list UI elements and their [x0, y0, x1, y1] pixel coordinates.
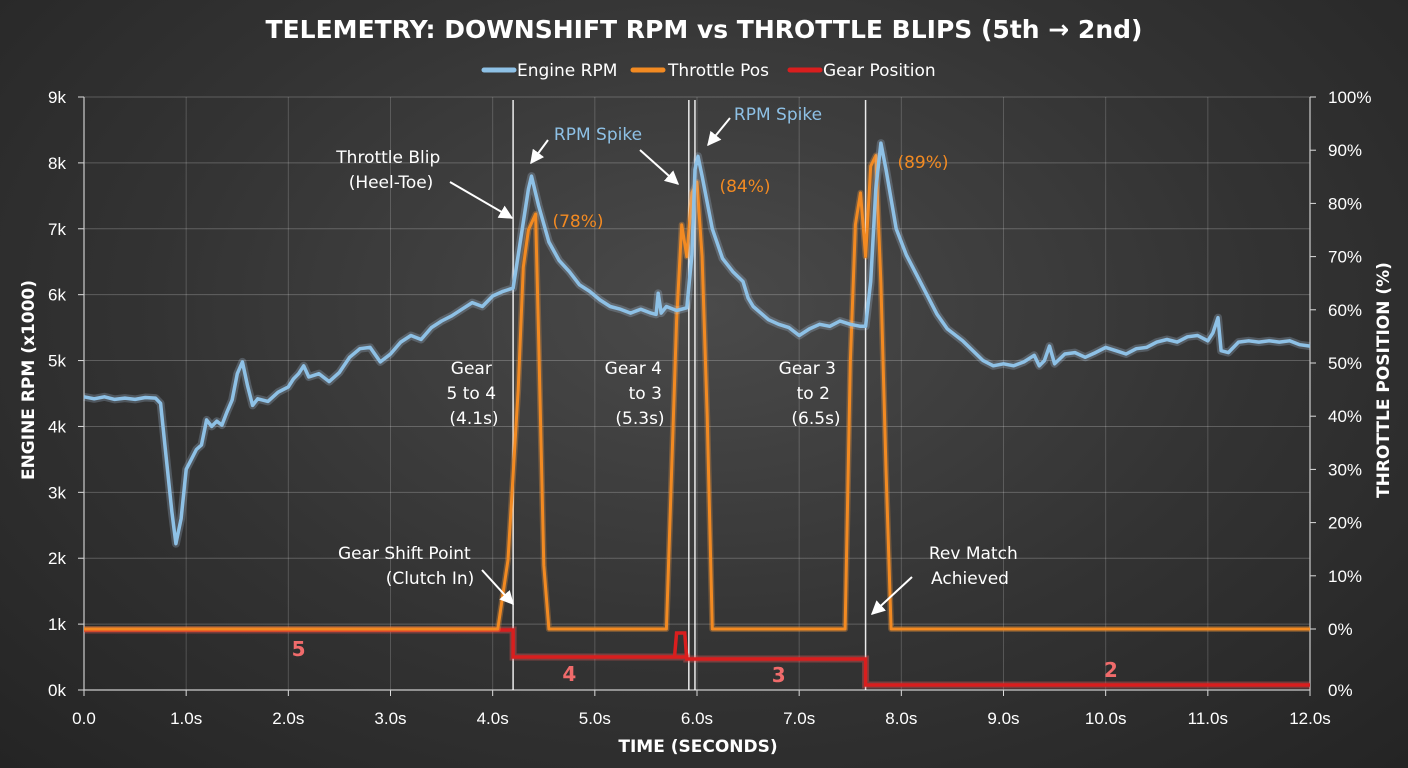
y-left-tick-labels: 0k 1k 2k 3k 4k 5k 6k 7k 8k 9k	[48, 88, 66, 700]
annotation-arrows	[449, 117, 913, 615]
y-right-tick-label: 60%	[1328, 301, 1362, 320]
x-tick-label: 5.0s	[579, 709, 611, 728]
y-right-tick-label: 10%	[1328, 567, 1362, 586]
chart-title: TELEMETRY: DOWNSHIFT RPM vs THROTTLE BLI…	[266, 15, 1143, 44]
annotation-rpm-spike-2: RPM Spike	[734, 105, 822, 125]
y-left-tick-label: 4k	[48, 417, 66, 436]
gear-line-hump	[672, 631, 689, 660]
x-tick-label: 3.0s	[374, 709, 406, 728]
annotation-gear-4-3: Gear 4 to 3 (5.3s)	[605, 359, 668, 429]
annotation-blip-78: (78%)	[552, 212, 603, 232]
annotations: Throttle Blip (Heel-Toe) RPM Spike RPM S…	[335, 105, 1023, 589]
y-right-tick-label: 100%	[1328, 88, 1371, 107]
x-tick-label: 11.0s	[1188, 709, 1228, 728]
arrow-throttle-blip	[449, 181, 514, 219]
annotation-gear-3-2: Gear 3 to 2 (6.5s)	[779, 359, 842, 429]
legend-label-gear: Gear Position	[823, 61, 936, 81]
x-tick-label: 8.0s	[885, 709, 917, 728]
annotation-gear-5-4: Gear 5 to 4 (4.1s)	[447, 359, 502, 429]
legend-label-throttle: Throttle Pos	[667, 61, 769, 81]
y-left-tick-label: 2k	[48, 549, 66, 568]
y-left-tick-label: 1k	[48, 615, 66, 634]
axes	[78, 96, 1316, 696]
y-left-tick-label: 8k	[48, 154, 66, 173]
gear-label-2: 2	[1104, 658, 1118, 682]
y-right-tick-label: 20%	[1328, 514, 1362, 533]
x-tick-label: 9.0s	[987, 709, 1019, 728]
x-tick-labels: 0.0 1.0s 2.0s 3.0s 4.0s 5.0s 6.0s 7.0s 8.0s 9.0s 1…	[72, 709, 1331, 728]
y-left-tick-label: 7k	[48, 220, 66, 239]
x-tick-label: 7.0s	[783, 709, 815, 728]
arrow-rev-match	[870, 576, 913, 615]
y-left-tick-label: 6k	[48, 286, 66, 305]
y-right-tick-label: 0%	[1328, 620, 1353, 639]
rpm-series	[83, 139, 1311, 548]
y-right-axis-title: THROTTLE POSITION (%)	[1374, 262, 1394, 498]
y-right-tick-label: 80%	[1328, 194, 1362, 213]
y-right-tick-labels: 0% 10% 20% 30% 40% 50% 60% 70% 80% 90% 100% 0%	[1328, 88, 1371, 700]
grid	[84, 96, 1310, 690]
y-right-tick-label: 30%	[1328, 460, 1362, 479]
y-left-tick-label: 3k	[48, 483, 66, 502]
x-tick-label: 0.0	[72, 709, 96, 728]
gear-position-series: 5 4 3 2	[84, 626, 1310, 689]
x-tick-label: 1.0s	[170, 709, 202, 728]
y-left-axis-title: ENGINE RPM (x1000)	[19, 280, 39, 480]
x-tick-label: 4.0s	[477, 709, 509, 728]
arrow-rpm-spike-1	[530, 139, 549, 165]
y-right-tick-label: 90%	[1328, 141, 1362, 160]
y-right-tick-label: 40%	[1328, 407, 1362, 426]
arrow-rpm-spike-2	[707, 117, 731, 147]
legend: Engine RPM Throttle Pos Gear Position	[481, 61, 936, 81]
y-right-tick-label: 70%	[1328, 248, 1362, 267]
y-left-tick-label: 9k	[48, 88, 66, 107]
gear-label-5: 5	[292, 637, 306, 661]
y-right-tick-label-base: 0%	[1328, 681, 1353, 700]
x-axis-title: TIME (SECONDS)	[618, 737, 777, 757]
rpm-line	[83, 141, 1311, 546]
annotation-blip-84: (84%)	[719, 177, 770, 197]
annotation-rpm-spike-1: RPM Spike	[554, 125, 642, 145]
arrow-shift-point	[481, 569, 514, 606]
annotation-rev-match: Rev Match Achieved	[929, 544, 1023, 589]
x-tick-label: 6.0s	[681, 709, 713, 728]
gear-label-3: 3	[772, 663, 786, 687]
arrow-blip-84	[639, 149, 680, 185]
y-left-tick-label: 0k	[48, 681, 66, 700]
gear-label-4: 4	[562, 662, 576, 686]
annotation-blip-89: (89%)	[897, 153, 948, 173]
x-tick-label: 10.0s	[1085, 709, 1127, 728]
x-tick-label: 2.0s	[272, 709, 304, 728]
annotation-throttle-blip: Throttle Blip (Heel-Toe)	[335, 148, 445, 193]
legend-label-rpm: Engine RPM	[517, 61, 617, 81]
annotation-shift-point: Gear Shift Point (Clutch In)	[338, 544, 476, 589]
y-right-tick-label: 50%	[1328, 354, 1362, 373]
x-tick-label: 12.0s	[1289, 709, 1331, 728]
y-left-tick-label: 5k	[48, 352, 66, 371]
